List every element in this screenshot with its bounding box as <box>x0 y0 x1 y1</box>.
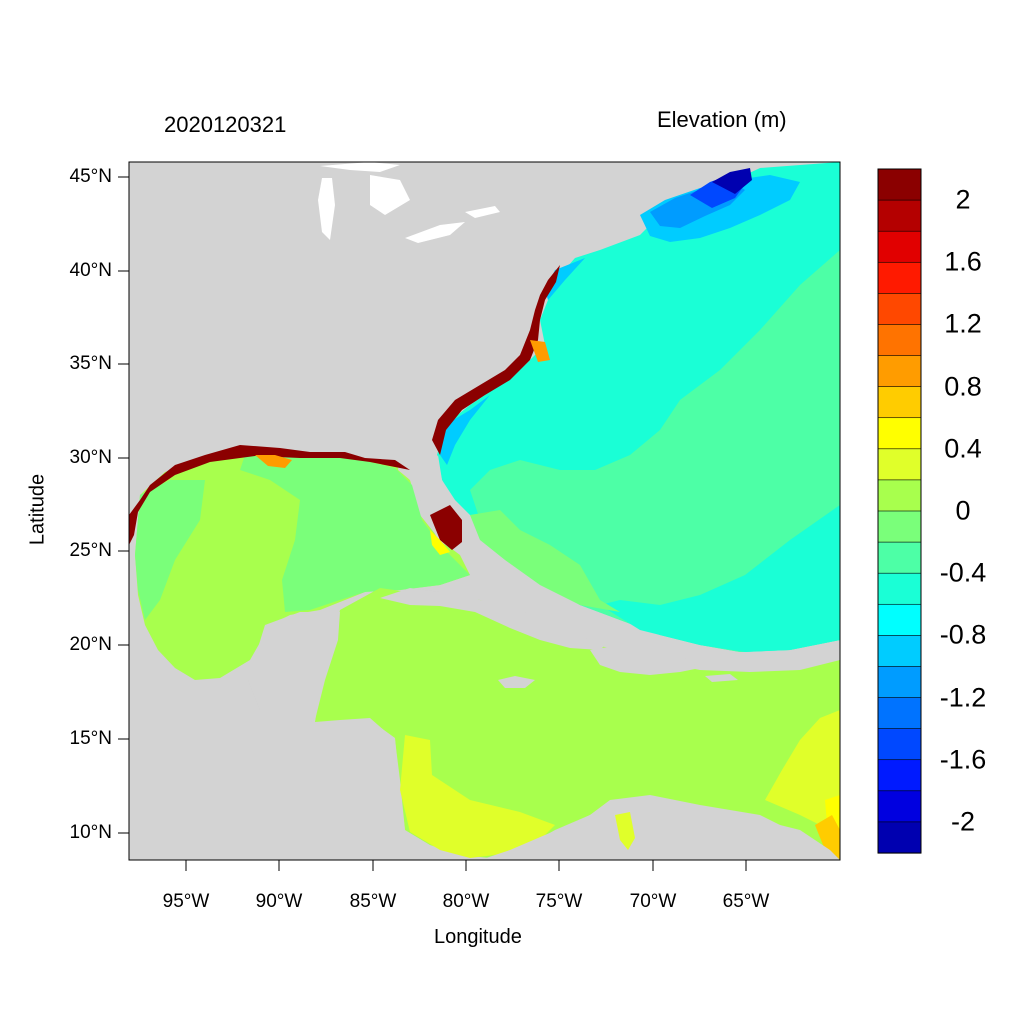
gulf-of-maine-low-4 <box>712 168 752 194</box>
cuba <box>380 588 605 650</box>
colorbar-swatch <box>877 821 922 854</box>
gulf-west-green <box>135 480 205 620</box>
atlantic-green-zone <box>470 250 840 652</box>
colorbar-swatch <box>877 790 922 823</box>
y-tick-label: 30°N <box>69 447 112 468</box>
colorbar-swatch <box>877 355 922 388</box>
colorbar-frame <box>877 168 922 854</box>
florida-west-coast-yellow <box>430 530 450 555</box>
east-coast-surge <box>432 265 560 455</box>
mid-atlantic-coast-low <box>545 258 585 300</box>
gulf-central-green <box>240 452 470 612</box>
x-ticks <box>185 860 747 871</box>
y-tick-label: 20°N <box>69 634 112 655</box>
colorbar-swatch <box>877 666 922 699</box>
chesapeake-orange <box>530 340 550 362</box>
y-tick-label: 40°N <box>69 260 112 281</box>
colorbar-swatch <box>877 324 922 357</box>
colorbar-swatch <box>877 510 922 543</box>
x-tick-label: 70°W <box>629 891 677 912</box>
map-variable-title: Elevation (m) <box>657 107 787 132</box>
jamaica <box>498 676 535 688</box>
colorbar-swatch <box>877 199 922 232</box>
south-america-coast <box>480 800 840 860</box>
y-tick-label: 10°N <box>69 822 112 843</box>
colorbar-swatch <box>877 386 922 419</box>
yucatan-peninsula <box>248 612 340 728</box>
south-florida-surge <box>430 505 462 550</box>
maracaibo-yellow <box>615 812 635 850</box>
colorbar-swatch <box>877 448 922 481</box>
colorbar-swatch <box>877 697 922 730</box>
colorbar-label: -0.8 <box>939 619 987 650</box>
lake-ontario <box>465 206 500 218</box>
lake-superior <box>320 162 400 172</box>
colorbar-swatch <box>877 417 922 450</box>
colorbar-label: 1.2 <box>944 308 982 339</box>
colorbar-label: -2 <box>950 806 975 837</box>
bahamas-banks <box>470 510 620 612</box>
atlantic-aqua-south <box>600 505 840 652</box>
colorbar-swatch <box>877 168 922 201</box>
colorbar-label: 0 <box>955 495 971 526</box>
map-frame <box>128 161 841 861</box>
colorbar-label: -0.4 <box>939 557 987 588</box>
colorbar-label: -1.2 <box>939 682 987 713</box>
lake-huron <box>370 175 410 215</box>
caribbean-east-yellow <box>765 710 840 840</box>
colorbar-swatch <box>877 728 922 761</box>
x-tick-label: 75°W <box>535 891 583 912</box>
colorbar-swatch <box>877 479 922 512</box>
x-axis-title: Longitude <box>434 926 522 948</box>
colorbar-swatch <box>877 261 922 294</box>
map-date-title: 2020120321 <box>164 112 287 137</box>
y-tick-label: 45°N <box>69 166 112 187</box>
colorbar-swatch <box>877 541 922 574</box>
colorbar-swatch <box>877 635 922 668</box>
colorbar-label: -1.6 <box>939 744 987 775</box>
x-tick-label: 65°W <box>722 891 770 912</box>
y-tick-label: 25°N <box>69 540 112 561</box>
colorbar-label: 0.4 <box>944 433 982 464</box>
southeast-coast-low <box>440 395 490 465</box>
puerto-rico <box>705 674 738 682</box>
colorbar-swatch <box>877 603 922 636</box>
caribbean-southwest-yellow <box>400 735 555 858</box>
central-america <box>129 700 420 860</box>
hispaniola <box>590 645 700 675</box>
colorbar-label: 1.6 <box>944 246 982 277</box>
map-panel <box>129 162 840 860</box>
x-tick-label: 95°W <box>162 891 210 912</box>
caribbean-east-orange <box>815 815 840 860</box>
x-tick-label: 90°W <box>255 891 303 912</box>
colorbar <box>877 168 922 854</box>
colorbar-swatch <box>877 572 922 605</box>
louisiana-orange <box>255 455 292 468</box>
y-axis-title: Latitude <box>26 473 49 546</box>
y-tick-label: 15°N <box>69 728 112 749</box>
colorbar-swatch <box>877 230 922 263</box>
colorbar-swatch <box>877 293 922 326</box>
lake-erie <box>405 222 465 243</box>
x-tick-label: 85°W <box>349 891 397 912</box>
y-ticks <box>118 176 129 834</box>
colorbar-swatch <box>877 759 922 792</box>
colorbar-label: 2 <box>955 184 971 215</box>
x-tick-label: 80°W <box>442 891 490 912</box>
y-tick-label: 35°N <box>69 353 112 374</box>
colorbar-label: 0.8 <box>944 371 982 402</box>
lake-michigan <box>318 178 335 240</box>
